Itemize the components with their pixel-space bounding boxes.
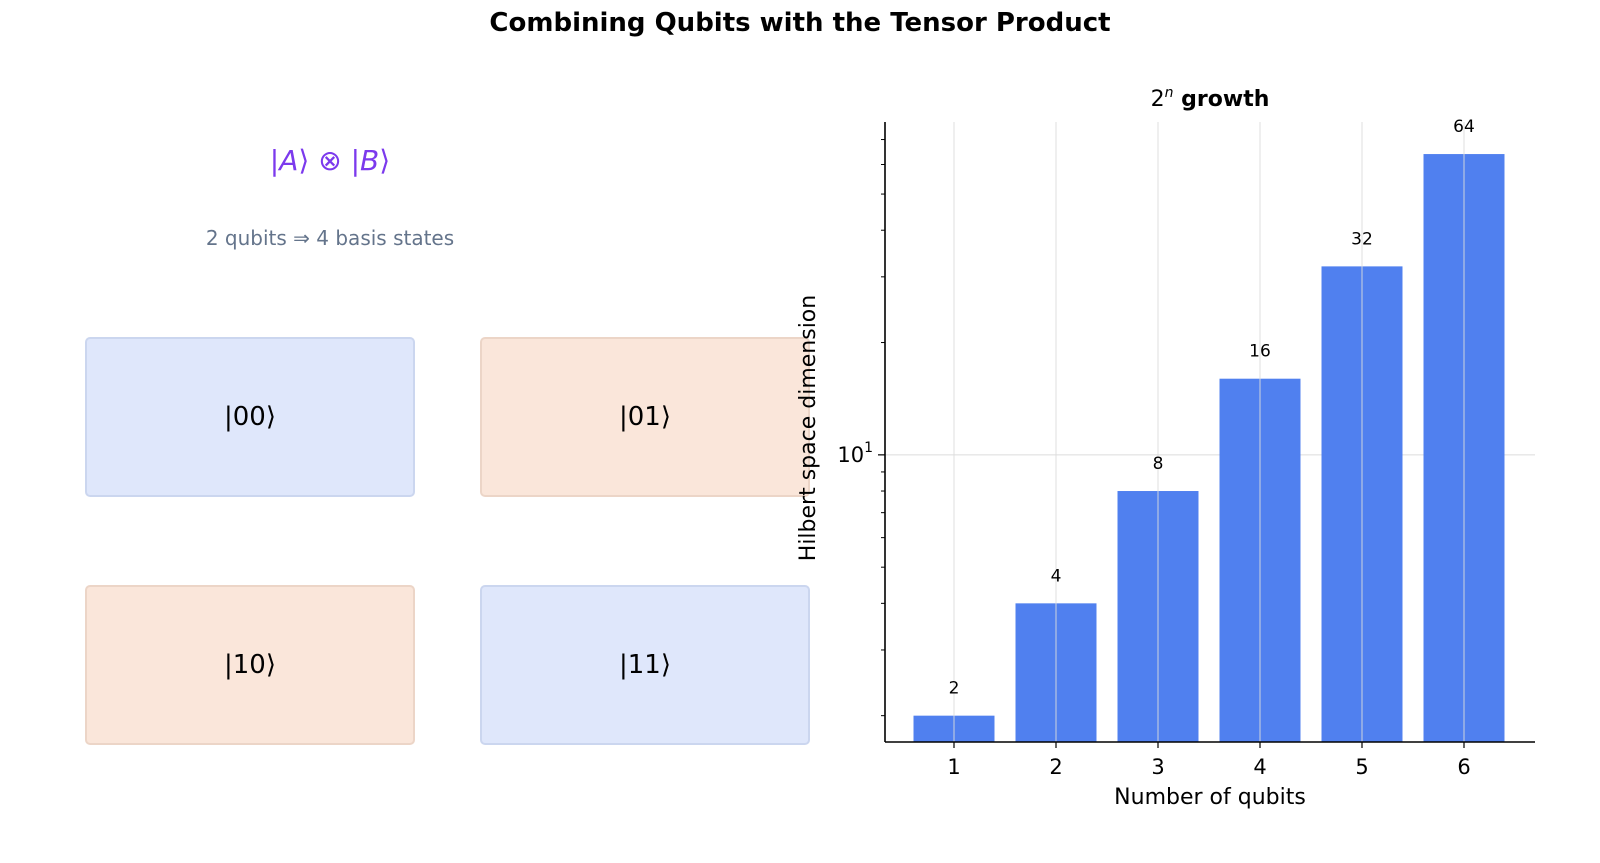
x-tick-label: 2	[1049, 755, 1062, 779]
y-tick-label: 101	[837, 440, 873, 467]
basis-state-box-01: |01⟩	[480, 337, 810, 497]
chart-title: 2n growth	[1151, 85, 1270, 112]
x-tick-label: 4	[1253, 755, 1266, 779]
bar-data-label: 32	[1351, 229, 1373, 249]
y-tick-label-base: 10	[837, 443, 864, 467]
x-axis-label: Number of qubits	[1114, 785, 1306, 810]
chart-bars	[913, 154, 1505, 742]
figure-title: Combining Qubits with the Tensor Product	[489, 8, 1111, 38]
chart-vertical-grid	[953, 122, 1465, 742]
x-tick-label: 3	[1151, 755, 1164, 779]
basis-state-label: |10⟩	[224, 650, 276, 680]
ket-a-variable: A	[279, 144, 299, 177]
y-axis-label: Hilbert space dimension	[796, 295, 821, 561]
x-tick-label: 6	[1457, 755, 1470, 779]
basis-state-box-00: |00⟩	[85, 337, 415, 497]
bar-data-label: 16	[1249, 342, 1271, 362]
basis-state-box-10: |10⟩	[85, 585, 415, 745]
basis-count-subtitle: 2 qubits ⇒ 4 basis states	[205, 226, 455, 250]
basis-state-box-11: |11⟩	[480, 585, 810, 745]
bar-data-label: 4	[1051, 566, 1062, 586]
ket-b-variable: B	[360, 144, 380, 177]
basis-state-label: |00⟩	[224, 402, 276, 432]
bar-data-label: 2	[949, 679, 960, 699]
ket-b-open: |	[350, 144, 361, 177]
chart-title-exponent: n	[1165, 85, 1174, 101]
chart-data-labels: 2 4 8 16 32 64	[949, 117, 1475, 699]
ket-b-close: ⟩	[379, 144, 391, 177]
ket-a-open: |	[269, 144, 280, 177]
ket-a-close: ⟩	[298, 144, 310, 177]
y-tick-label-exponent: 1	[864, 440, 873, 456]
x-tick-label: 1	[947, 755, 960, 779]
tensor-product-formula: |A⟩ ⊗ |B⟩	[210, 144, 450, 177]
basis-state-label: |11⟩	[619, 650, 671, 680]
chart-title-rest	[1173, 87, 1181, 112]
x-tick-label: 5	[1355, 755, 1368, 779]
bar-data-label: 64	[1453, 117, 1475, 137]
chart-title-rest-text: growth	[1181, 87, 1269, 112]
bar-data-label: 8	[1153, 454, 1164, 474]
tensor-product-symbol: ⊗	[318, 144, 342, 177]
basis-state-label: |01⟩	[619, 402, 671, 432]
chart-title-base: 2	[1151, 87, 1165, 112]
